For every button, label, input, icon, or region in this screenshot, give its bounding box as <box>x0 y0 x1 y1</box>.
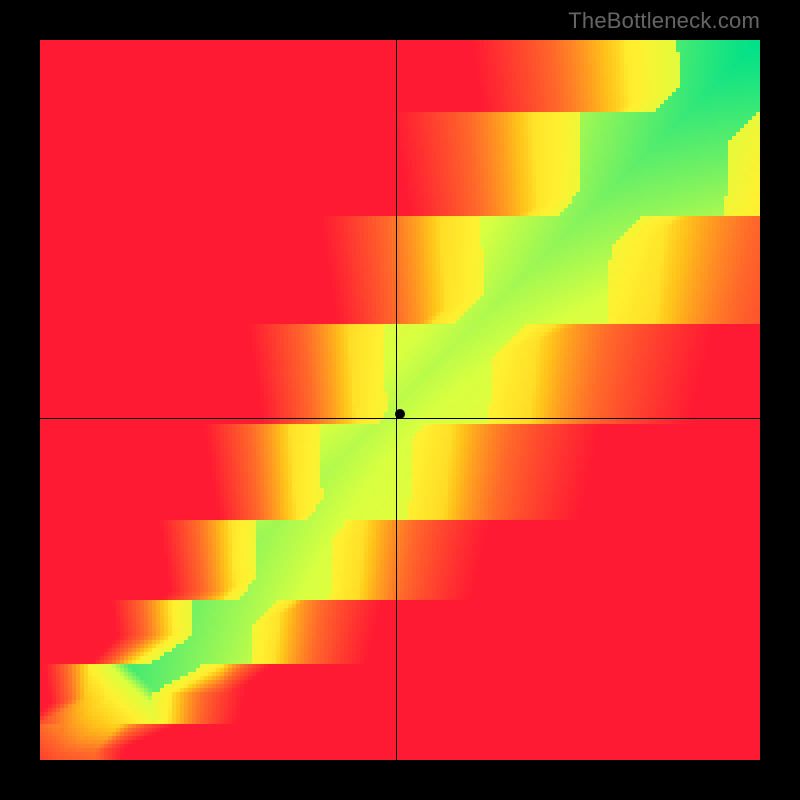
outer-frame: { "watermark": { "text": "TheBottleneck.… <box>0 0 800 800</box>
watermark-text: TheBottleneck.com <box>568 8 760 34</box>
heatmap-canvas <box>40 40 760 760</box>
plot-area <box>40 40 760 760</box>
